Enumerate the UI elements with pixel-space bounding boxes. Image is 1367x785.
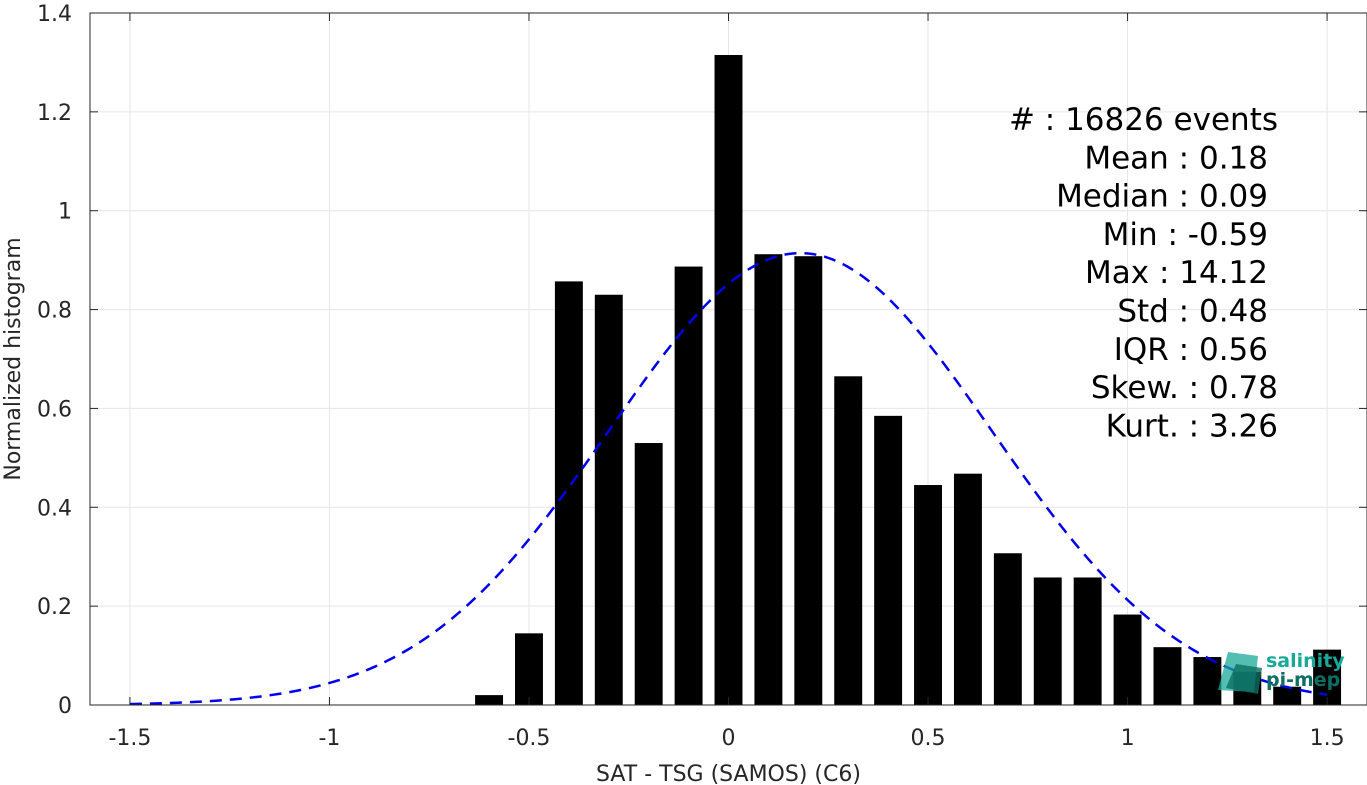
histogram-bar	[874, 415, 903, 705]
normal-fit-curve	[129, 251, 1328, 706]
x-tick-label: -1.5	[108, 726, 151, 751]
x-tick-label: 0	[722, 726, 736, 751]
histogram-bar	[1313, 649, 1342, 705]
logo-text-salinity: salinity	[1266, 650, 1345, 672]
salinity-pimep-logo: salinity pi-mep	[1218, 650, 1345, 694]
stat-line: Kurt. : 3.26	[1106, 408, 1278, 444]
y-tick-label: 0.2	[37, 595, 72, 620]
y-tick-label: 0.6	[37, 397, 72, 422]
axis-ticks	[90, 12, 1367, 706]
stat-line: Std : 0.48	[1117, 294, 1268, 330]
histogram-bar	[754, 254, 783, 705]
histogram-bar	[1113, 614, 1142, 705]
histogram-bar	[914, 485, 942, 705]
logo-text-pimep: pi-mep	[1266, 669, 1340, 691]
stat-line: # : 16826 events	[1009, 102, 1278, 138]
x-tick-label: 0.5	[911, 726, 946, 751]
stat-line: Min : -0.59	[1103, 217, 1268, 253]
histogram-bar	[993, 553, 1022, 705]
normal-fit-line	[129, 251, 1328, 706]
y-tick-label: 0.4	[37, 496, 72, 521]
histogram-bar	[953, 473, 982, 705]
histogram-bar	[515, 633, 543, 705]
y-tick-label: 0.8	[37, 299, 72, 324]
y-tick-label: 1.2	[37, 101, 72, 126]
x-axis-label: SAT - TSG (SAMOS) (C6)	[596, 762, 861, 785]
logo-wave-icon-dark	[1226, 664, 1262, 694]
histogram-bar	[1193, 657, 1222, 705]
stat-line: IQR : 0.56	[1114, 332, 1268, 368]
x-tick-labels: -1.5 -1 -0.5 0 0.5 1 1.5	[108, 726, 1344, 751]
histogram-bar	[834, 376, 863, 705]
y-tick-label: 1.4	[37, 2, 72, 27]
stat-line: Skew. : 0.78	[1091, 370, 1278, 406]
histogram-bars	[475, 55, 1342, 706]
x-tick-label: -0.5	[508, 726, 551, 751]
histogram-bar	[794, 256, 823, 705]
histogram-bar	[714, 55, 743, 706]
histogram-bar	[1273, 686, 1302, 705]
histogram-bar	[475, 695, 504, 705]
histogram-bar	[594, 294, 623, 705]
histogram-bar	[1033, 577, 1062, 705]
y-tick-label: 0	[58, 694, 72, 719]
histogram-bar	[674, 266, 703, 705]
x-tick-label: 1	[1121, 726, 1135, 751]
y-tick-label: 1	[58, 200, 72, 225]
stat-line: Median : 0.09	[1056, 179, 1268, 215]
x-tick-label: -1	[318, 726, 340, 751]
histogram-bar	[1153, 647, 1182, 705]
stat-line: Mean : 0.18	[1084, 140, 1268, 176]
histogram-bar	[1073, 577, 1102, 705]
y-tick-labels: 0 0.2 0.4 0.6 0.8 1 1.2 1.4	[37, 2, 72, 719]
histogram-bar	[634, 443, 663, 705]
x-tick-label: 1.5	[1310, 726, 1345, 751]
y-axis-label: Normalized histogram	[1, 237, 26, 480]
histogram-bar	[554, 281, 583, 705]
stat-line: Max : 14.12	[1085, 255, 1268, 291]
